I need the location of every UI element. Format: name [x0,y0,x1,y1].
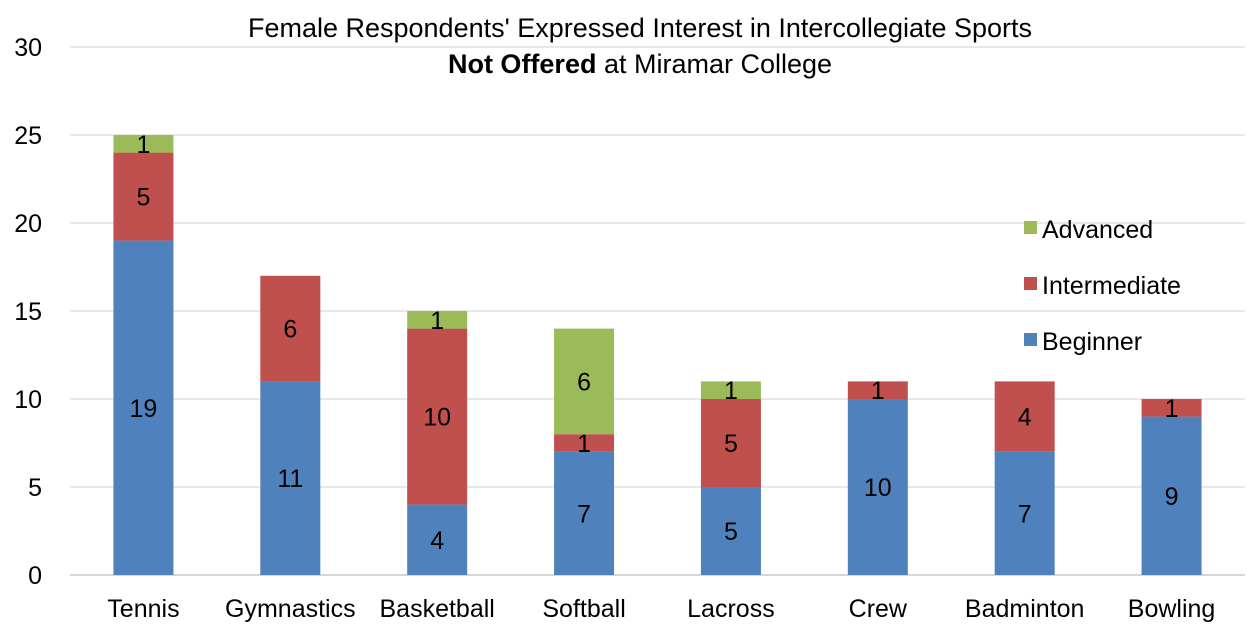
data-label: 10 [423,404,451,432]
data-label: 4 [1018,404,1032,432]
bar-segment-beginner [847,399,908,575]
y-axis: 0 5 10 15 20 25 30 [14,34,42,590]
legend-swatch-beginner [1024,333,1037,346]
x-category-label: Crew [849,595,908,623]
chart-title-rest: at Miramar College [596,49,832,79]
data-label: 1 [430,307,444,335]
y-tick-label: 10 [14,386,42,414]
bar-segment-intermediate [554,434,615,452]
legend: Advanced Intermediate Beginner [1024,216,1181,356]
y-tick-label: 25 [14,122,42,150]
bar-segment-intermediate [994,381,1055,452]
bars [113,135,1202,575]
x-category-label: Lacross [687,595,775,623]
x-axis: Tennis Gymnastics Basketball Softball Lacros… [107,595,1215,623]
y-tick-label: 5 [28,474,42,502]
bar-segment-beginner [113,240,174,575]
legend-label-advanced: Advanced [1042,216,1153,244]
bar-segment-intermediate [113,152,174,241]
data-label: 1 [136,131,150,159]
data-label: 1 [871,377,885,405]
bar-segment-beginner [260,381,321,575]
gridlines [70,46,1245,576]
y-tick-label: 0 [28,562,42,590]
data-label: 9 [1165,483,1179,511]
bar-segment-beginner [407,504,468,575]
x-category-label: Tennis [107,595,179,623]
data-label: 5 [724,430,738,458]
data-label: 7 [1018,500,1032,528]
data-label: 1 [577,430,591,458]
data-label: 5 [724,518,738,546]
x-category-label: Softball [542,595,625,623]
legend-label-beginner: Beginner [1042,328,1142,356]
bar-segment-advanced [700,381,761,399]
bar-segment-advanced [113,135,174,153]
bar-segment-intermediate [700,399,761,487]
bar-segment-intermediate [1141,399,1202,417]
data-label: 11 [277,465,303,493]
bar-segment-advanced [407,311,468,329]
data-label: 10 [864,474,892,502]
chart-title-line2: Not Offered at Miramar College [448,49,832,79]
bar-segment-beginner [1141,416,1202,575]
bar-segment-intermediate [407,328,468,505]
y-tick-label: 30 [14,34,42,62]
y-tick-label: 15 [14,298,42,326]
bar-segment-intermediate [847,381,908,399]
data-label: 5 [136,184,150,212]
legend-swatch-advanced [1024,221,1037,234]
data-label: 1 [724,377,738,405]
chart-title-bold: Not Offered [448,49,597,79]
data-label: 6 [283,316,297,344]
bar-segment-beginner [554,451,615,575]
legend-swatch-intermediate [1024,277,1037,290]
bar-segment-intermediate [260,275,321,382]
x-category-label: Badminton [965,595,1085,623]
legend-label-intermediate: Intermediate [1042,272,1181,300]
bar-segment-beginner [994,451,1055,575]
bar-segment-beginner [700,487,761,575]
data-label: 7 [577,500,591,528]
x-category-label: Bowling [1128,595,1216,623]
data-label: 4 [430,527,444,555]
bar-segment-advanced [554,328,615,435]
data-label: 19 [130,395,158,423]
data-label: 1 [1165,395,1179,423]
x-category-label: Basketball [380,595,495,623]
x-category-label: Gymnastics [225,595,356,623]
data-label: 6 [577,368,591,396]
y-tick-label: 20 [14,210,42,238]
chart-title-line1: Female Respondents' Expressed Interest i… [248,13,1032,43]
